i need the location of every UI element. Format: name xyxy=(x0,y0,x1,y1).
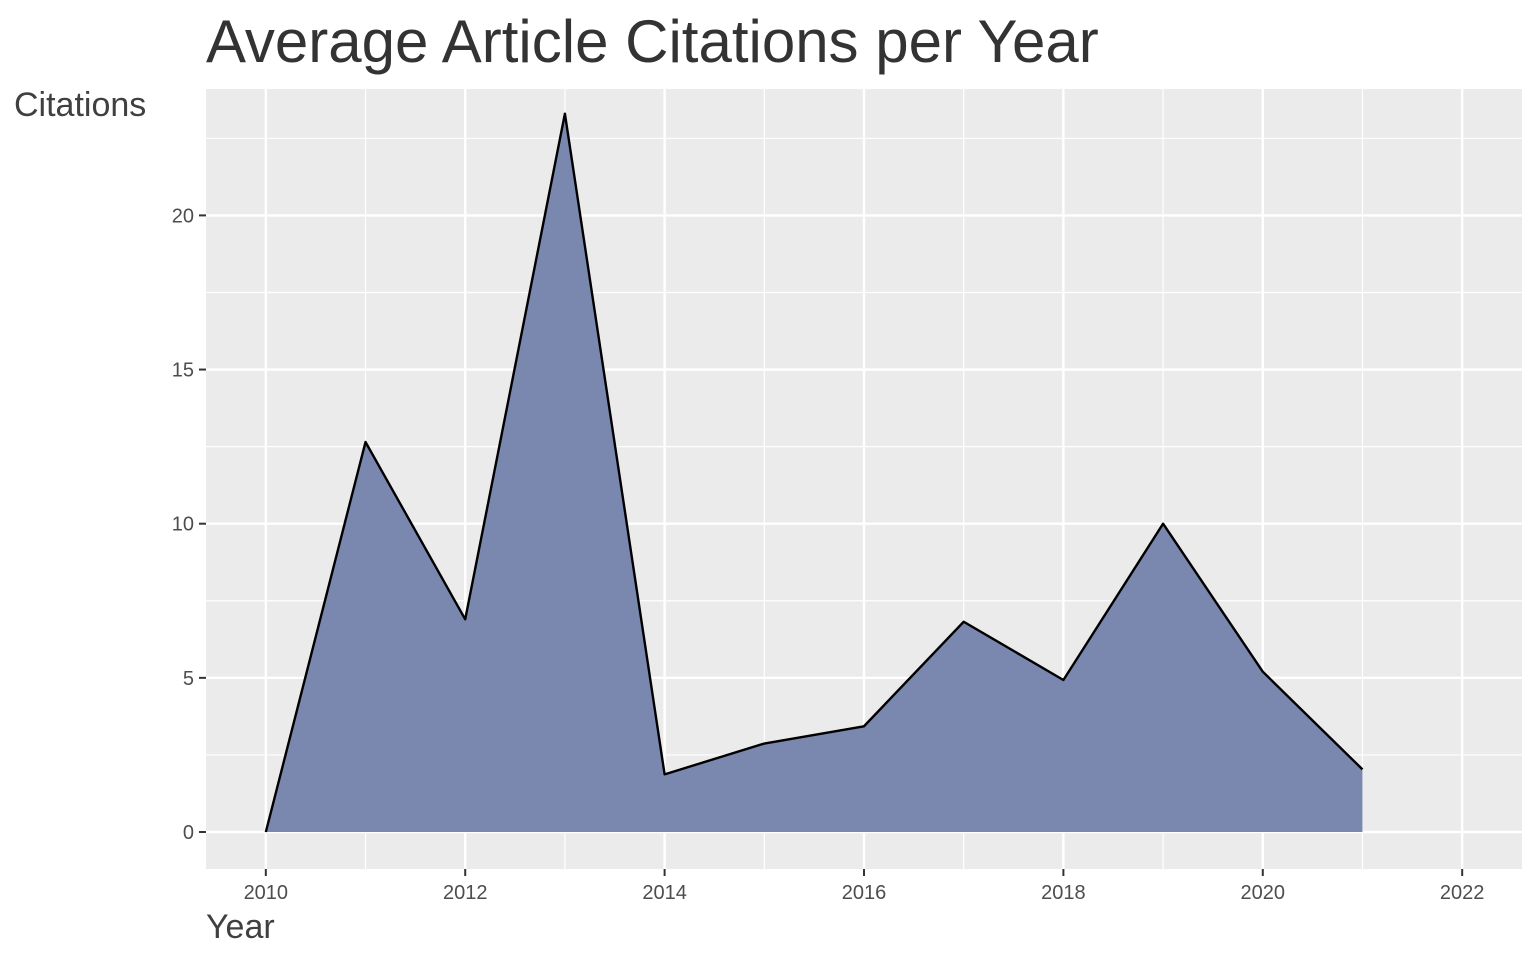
series-layer xyxy=(264,112,1364,833)
y-tick-label: 20 xyxy=(172,205,194,227)
y-tick-label: 15 xyxy=(172,360,194,382)
x-tick-label: 2018 xyxy=(1041,882,1086,904)
x-tick-label: 2022 xyxy=(1440,882,1485,904)
x-tick-label: 2014 xyxy=(642,882,687,904)
y-axis-title: Citations xyxy=(14,86,146,124)
y-tick-label: 0 xyxy=(183,822,194,844)
x-tick-label: 2010 xyxy=(244,882,289,904)
x-axis: 2010 2012 2014 2016 2018 2020 2022 xyxy=(244,869,1485,904)
x-tick-label: 2016 xyxy=(842,882,887,904)
chart-title: Average Article Citations per Year xyxy=(206,8,1099,75)
x-tick-label: 2020 xyxy=(1241,882,1286,904)
series-area xyxy=(265,113,1363,833)
y-axis: 0 5 10 15 20 xyxy=(172,205,206,844)
x-tick-label: 2012 xyxy=(443,882,488,904)
series-line xyxy=(264,112,1364,833)
y-tick-label: 10 xyxy=(172,514,194,536)
x-axis-title: Year xyxy=(206,908,275,946)
y-tick-label: 5 xyxy=(183,668,194,690)
